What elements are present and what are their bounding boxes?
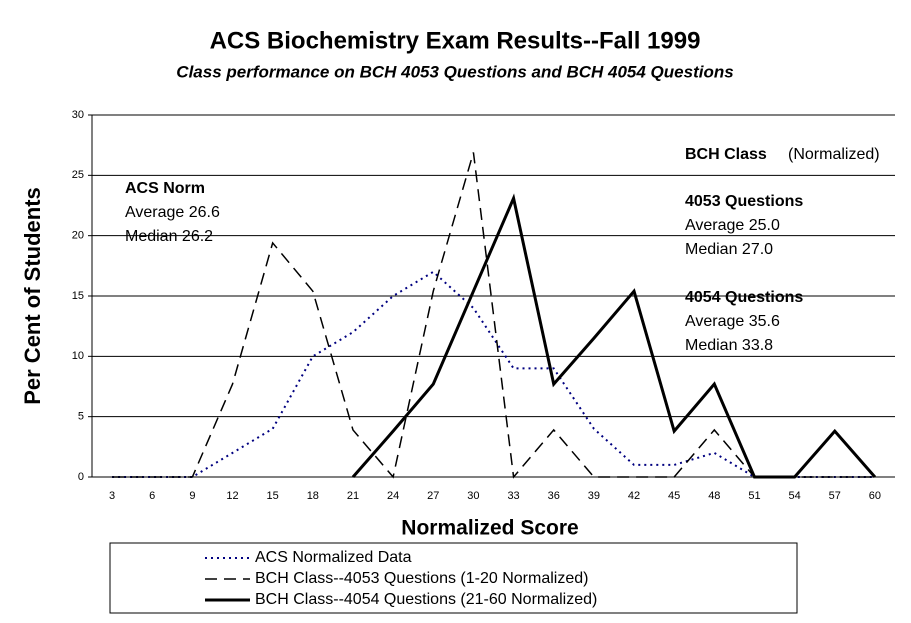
- x-tick-label: 45: [668, 490, 680, 502]
- chart-title: ACS Biochemistry Exam Results--Fall 1999: [210, 27, 701, 54]
- legend-label: BCH Class--4054 Questions (21-60 Normali…: [255, 591, 597, 608]
- annotation: Median 26.2: [125, 228, 213, 245]
- annotation: ACS Norm: [125, 180, 205, 197]
- y-tick-label: 10: [72, 350, 84, 362]
- x-tick-label: 57: [829, 490, 841, 502]
- annotation: Median 27.0: [685, 241, 773, 258]
- y-axis-label: Per Cent of Students: [20, 187, 45, 405]
- x-tick-label: 6: [149, 490, 155, 502]
- x-tick-label: 54: [789, 490, 801, 502]
- x-tick-label: 48: [708, 490, 720, 502]
- annotation: Median 33.8: [685, 337, 773, 354]
- x-tick-label: 21: [347, 490, 359, 502]
- x-axis-label: Normalized Score: [401, 517, 578, 540]
- x-tick-label: 9: [189, 490, 195, 502]
- x-tick-label: 36: [548, 490, 560, 502]
- y-tick-label: 25: [72, 169, 84, 181]
- x-tick-label: 15: [267, 490, 279, 502]
- annotation: BCH Class: [685, 146, 767, 163]
- legend-label: ACS Normalized Data: [255, 549, 412, 566]
- x-tick-label: 42: [628, 490, 640, 502]
- annotations: ACS Norm Average 26.6 Median 26.2 BCH Cl…: [125, 146, 880, 354]
- chart-subtitle: Class performance on BCH 4053 Questions …: [176, 62, 733, 81]
- annotation: 4054 Questions: [685, 289, 803, 306]
- y-tick-label: 30: [72, 109, 84, 121]
- y-tick-label: 15: [72, 290, 84, 302]
- x-tick-label: 33: [507, 490, 519, 502]
- annotation: Average 26.6: [125, 204, 220, 221]
- x-tick-label: 30: [467, 490, 479, 502]
- x-tick-label: 24: [387, 490, 399, 502]
- x-tick-label: 3: [109, 490, 115, 502]
- x-tick-label: 60: [869, 490, 881, 502]
- y-tick-label: 0: [78, 471, 84, 483]
- y-tick-label: 5: [78, 411, 84, 423]
- annotation: Average 25.0: [685, 217, 780, 234]
- legend-label: BCH Class--4053 Questions (1-20 Normaliz…: [255, 570, 588, 587]
- x-tick-label: 39: [588, 490, 600, 502]
- x-tick-label: 51: [748, 490, 760, 502]
- annotation: (Normalized): [788, 146, 880, 163]
- y-tick-label: 20: [72, 230, 84, 242]
- annotation: 4053 Questions: [685, 193, 803, 210]
- x-tick-label: 18: [307, 490, 319, 502]
- x-tick-label: 12: [226, 490, 238, 502]
- annotation: Average 35.6: [685, 313, 780, 330]
- x-tick-label: 27: [427, 490, 439, 502]
